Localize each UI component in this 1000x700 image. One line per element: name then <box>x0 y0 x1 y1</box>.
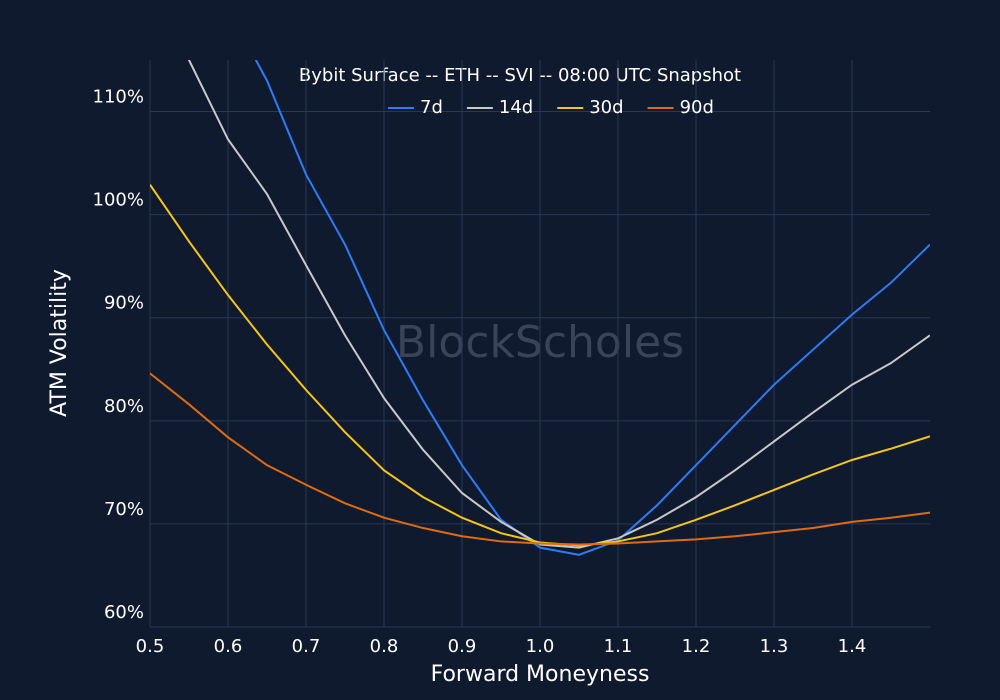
legend-label: 7d <box>420 97 443 118</box>
x-tick-label: 1.3 <box>760 636 789 657</box>
x-tick-label: 0.8 <box>370 636 399 657</box>
x-tick-label: 1.4 <box>838 636 867 657</box>
series-line <box>150 372 930 546</box>
legend-label: 90d <box>680 97 714 118</box>
y-tick-label: 110% <box>93 87 144 108</box>
y-tick-label: 90% <box>104 293 144 314</box>
series-line <box>187 60 930 549</box>
legend-label: 14d <box>499 97 533 118</box>
y-axis-label: ATM Volatility <box>47 269 72 417</box>
y-tick-label: 70% <box>104 499 144 520</box>
x-tick-label: 0.5 <box>136 636 165 657</box>
x-tick-label: 1.0 <box>526 636 555 657</box>
x-tick-label: 1.1 <box>604 636 633 657</box>
x-tick-label: 0.9 <box>448 636 477 657</box>
x-tick-label: 0.7 <box>292 636 321 657</box>
legend-label: 30d <box>589 97 623 118</box>
series-line <box>150 184 930 547</box>
y-tick-label: 80% <box>104 396 144 417</box>
y-tick-label: 100% <box>93 190 144 211</box>
chart-title: Bybit Surface -- ETH -- SVI -- 08:00 UTC… <box>299 65 741 86</box>
x-tick-label: 0.6 <box>214 636 243 657</box>
x-tick-label: 1.2 <box>682 636 711 657</box>
y-tick-label: 60% <box>104 602 144 623</box>
x-axis-label: Forward Moneyness <box>431 662 650 687</box>
series-line <box>254 60 930 556</box>
